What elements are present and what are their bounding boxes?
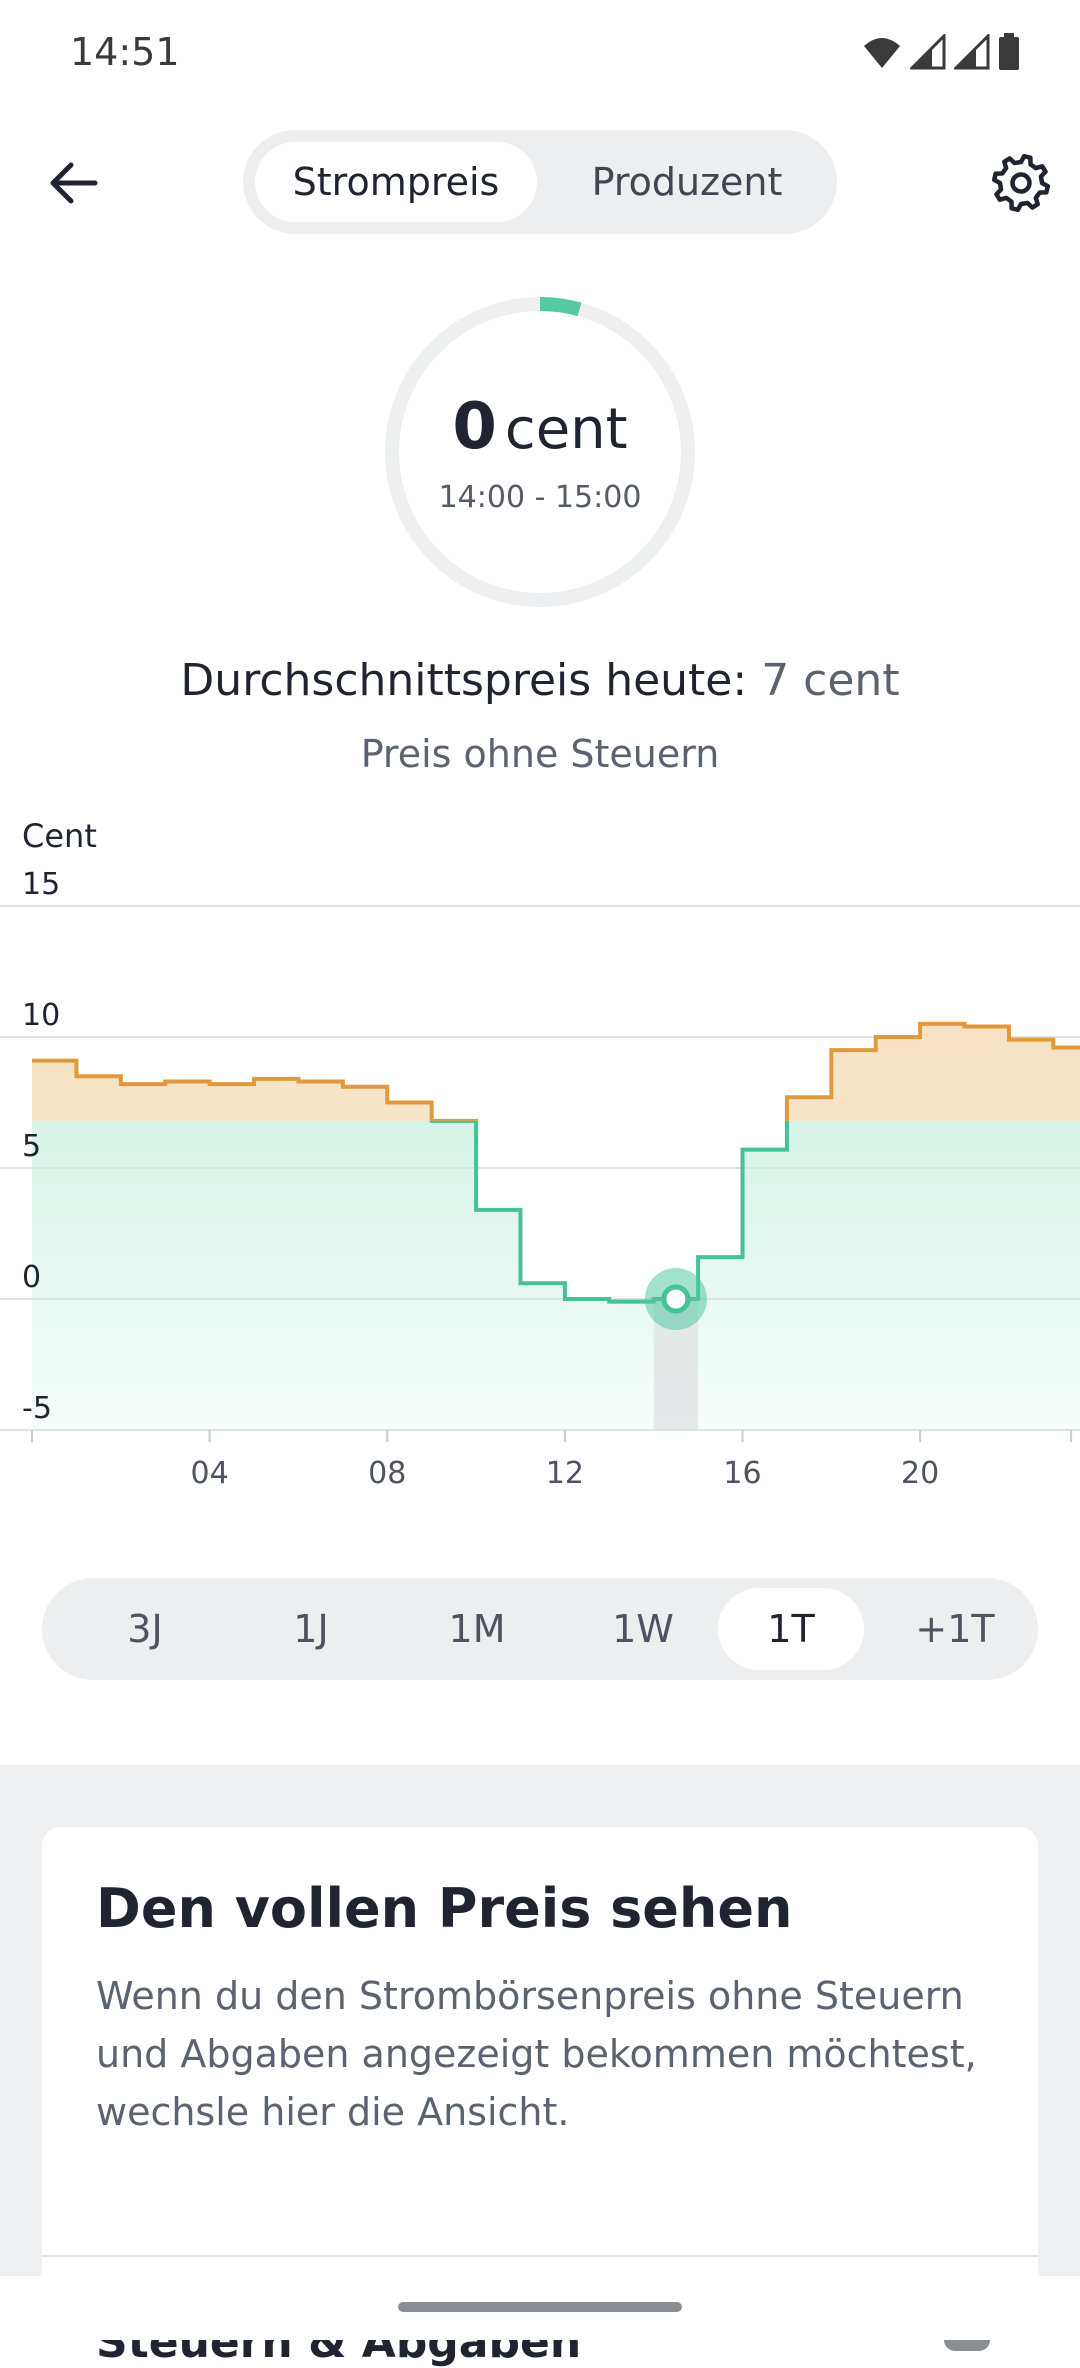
card-divider: [42, 2255, 1038, 2257]
x-tick-label: 12: [546, 1456, 584, 1490]
current-price-value: 0: [452, 390, 497, 464]
current-price-unit: cent: [504, 397, 628, 462]
view-toggle: Strompreis Produzent: [243, 130, 837, 234]
y-tick-label: 5: [22, 1129, 41, 1164]
card-title: Den vollen Preis sehen: [96, 1877, 793, 1940]
y-axis-label: Cent: [22, 817, 97, 855]
signal-icon: [910, 34, 946, 70]
settings-button[interactable]: [986, 148, 1056, 218]
price-line-below: [429, 1120, 789, 1304]
range-1m[interactable]: 1M: [448, 1607, 506, 1651]
status-icons: [862, 32, 1020, 72]
time-range-selector: 3J 1J 1M 1W 1T +1T: [42, 1578, 1038, 1680]
range-1t[interactable]: 1T: [718, 1588, 864, 1670]
top-bar: Strompreis Produzent: [0, 120, 1080, 240]
signal-icon: [954, 34, 990, 70]
x-tick-label: 16: [723, 1456, 761, 1490]
x-tick-label: 04: [191, 1456, 229, 1490]
y-tick-label: 10: [22, 998, 60, 1033]
card-description: Wenn du den Strombörsenpreis ohne Steuer…: [96, 1974, 977, 2134]
wifi-icon: [864, 38, 900, 68]
average-price: Durchschnittspreis heute: 7 cent: [0, 655, 1080, 706]
price-gauge: [385, 297, 695, 607]
current-price: 0 cent: [383, 390, 697, 464]
range-1j[interactable]: 1J: [293, 1607, 329, 1651]
average-label: Durchschnittspreis heute:: [180, 655, 748, 706]
home-indicator[interactable]: [398, 2302, 682, 2312]
status-time: 14:51: [70, 30, 180, 74]
tab-produzent[interactable]: Produzent: [591, 160, 783, 204]
full-price-card: Den vollen Preis sehen Wenn du den Strom…: [42, 1827, 1038, 2368]
y-tick-label: 15: [22, 867, 60, 902]
area-below-average: [32, 1120, 1080, 1430]
x-tick-label: 08: [368, 1456, 406, 1490]
area-above-average: [32, 1023, 1080, 1121]
gauge-progress-arc: [539, 297, 582, 317]
range-plus-1t[interactable]: +1T: [915, 1607, 995, 1651]
range-1w[interactable]: 1W: [612, 1607, 674, 1651]
status-bar: 14:51: [0, 0, 1080, 110]
gear-icon: [991, 153, 1051, 213]
price-line-above: [32, 1021, 1080, 1121]
y-tick-label: 0: [22, 1260, 41, 1295]
average-value: 7 cent: [761, 655, 900, 706]
x-tick-label: 20: [901, 1456, 939, 1490]
arrow-left-icon: [50, 162, 98, 204]
range-3j[interactable]: 3J: [127, 1607, 163, 1651]
system-nav-bar: [0, 2276, 1080, 2340]
tab-strompreis[interactable]: Strompreis: [255, 142, 537, 222]
current-price-marker: [661, 1284, 691, 1314]
y-tick-label: -5: [22, 1391, 52, 1426]
current-time-range: 14:00 - 15:00: [438, 480, 642, 515]
back-button[interactable]: [38, 148, 108, 218]
battery-icon: [999, 33, 1019, 70]
price-chart[interactable]: Cent 04 08 12 16 20 15 10 5 0 -5: [0, 810, 1080, 1490]
info-section: Den vollen Preis sehen Wenn du den Strom…: [0, 1765, 1080, 2368]
price-note: Preis ohne Steuern: [360, 732, 720, 776]
